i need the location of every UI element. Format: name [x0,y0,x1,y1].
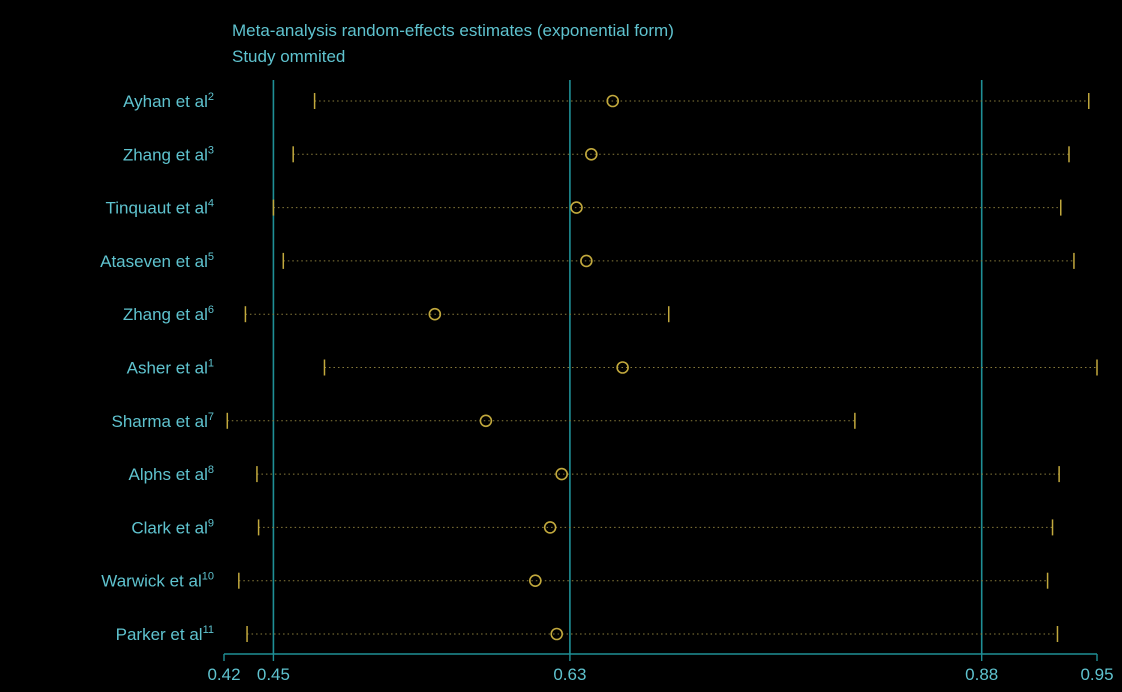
study-row: Alphs et al8 [128,464,1060,484]
study-row: Sharma et al7 [111,411,856,431]
study-label: Zhang et al6 [123,304,214,324]
study-reference: 7 [208,411,214,423]
study-row: Tinquaut et al4 [105,198,1062,218]
study-reference: 2 [208,91,214,103]
study-name: Zhang et al [123,305,208,324]
x-tick-label: 0.45 [257,665,290,684]
study-name: Ataseven et al [100,252,208,271]
point-estimate-marker [555,467,568,481]
study-row: Parker et al11 [116,624,1059,644]
study-reference: 9 [208,517,214,529]
study-reference: 1 [208,358,214,370]
study-label: Tinquaut et al4 [105,198,214,218]
study-label: Ayhan et al2 [123,91,214,111]
point-estimate-marker [529,574,542,588]
x-tick-label: 0.95 [1080,665,1113,684]
study-name: Alphs et al [128,465,207,484]
point-estimate-marker [479,414,493,428]
point-estimate-marker [585,148,598,161]
study-row: Warwick et al10 [101,571,1049,591]
study-name: Ayhan et al [123,92,208,111]
study-name: Warwick et al [101,572,201,591]
x-tick-label: 0.42 [207,665,240,684]
x-tick-label: 0.63 [553,665,586,684]
study-row: Ayhan et al2 [123,91,1090,111]
point-estimate-marker [616,361,629,374]
study-row: Ataseven et al5 [100,251,1075,271]
study-reference: 3 [208,144,214,156]
study-row: Zhang et al3 [123,144,1070,164]
study-reference: 6 [208,304,214,316]
chart-title: Meta-analysis random-effects estimates (… [232,21,674,40]
chart-subtitle: Study ommited [232,47,345,66]
study-name: Clark et al [131,518,208,537]
study-label: Alphs et al8 [128,464,214,484]
study-label: Clark et al9 [131,517,214,537]
point-estimate-marker [606,94,620,108]
point-estimate-marker [550,627,564,641]
study-label: Parker et al11 [116,624,214,644]
study-name: Sharma et al [111,412,207,431]
point-estimate-marker [543,521,557,534]
study-name: Parker et al [116,625,203,644]
point-estimate-marker [428,307,442,321]
x-tick-label: 0.88 [965,665,998,684]
study-row: Asher et al1 [127,358,1098,378]
study-name: Tinquaut et al [105,199,207,218]
study-row: Zhang et al6 [123,304,670,324]
point-estimate-marker [570,201,583,214]
study-name: Asher et al [127,359,208,378]
study-label: Zhang et al3 [123,144,214,164]
study-reference: 8 [208,464,214,476]
point-estimate-marker [580,254,593,268]
study-name: Zhang et al [123,145,208,164]
study-label: Asher et al1 [127,358,214,378]
study-row: Clark et al9 [131,517,1054,537]
x-axis: 0.42 0.45 0.63 0.88 0.95 [207,653,1114,684]
study-label: Warwick et al10 [101,571,214,591]
study-reference: 11 [203,624,214,636]
study-label: Ataseven et al5 [100,251,214,271]
study-reference: 10 [202,571,214,583]
study-reference: 4 [208,198,214,210]
study-label: Sharma et al7 [111,411,214,431]
study-reference: 5 [208,251,214,263]
